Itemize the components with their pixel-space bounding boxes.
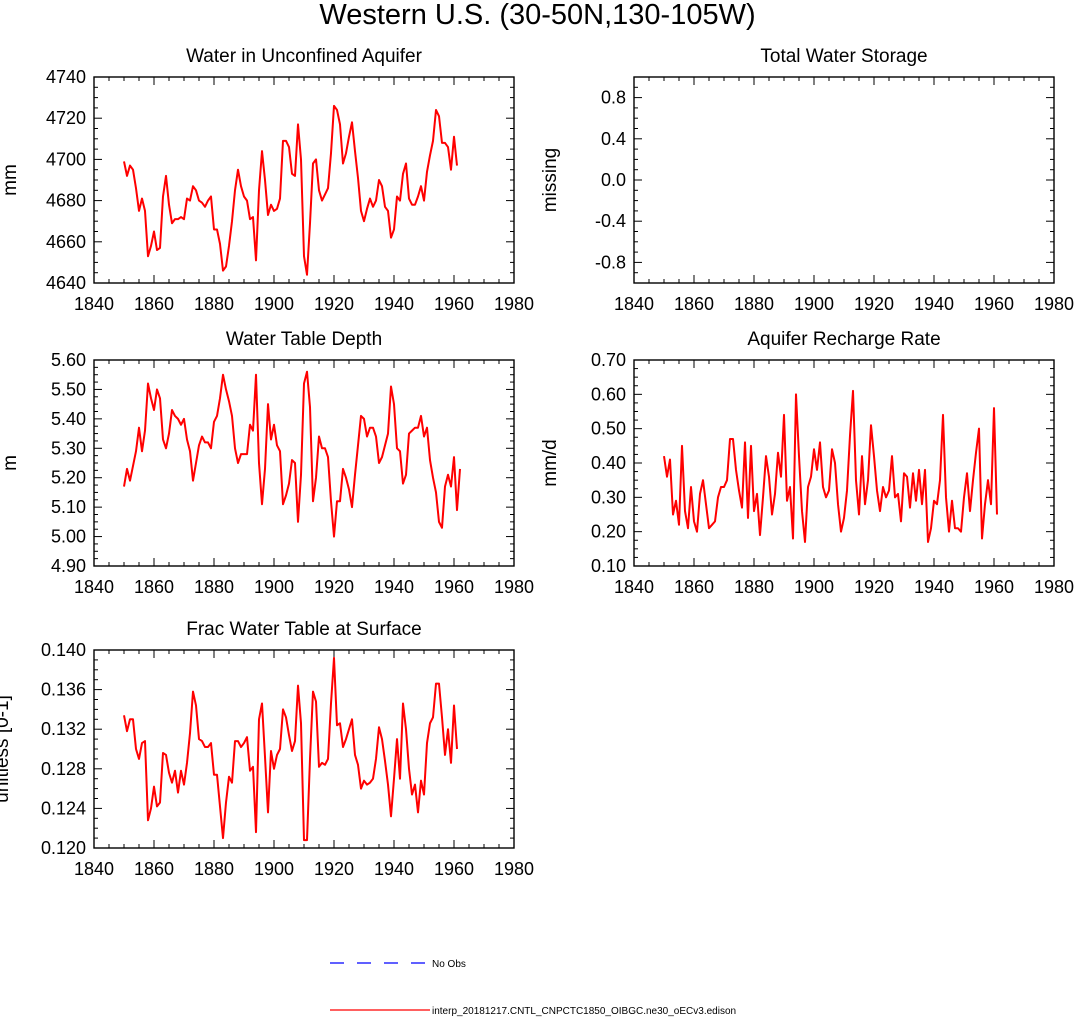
x-tick-label: 1880: [734, 577, 774, 597]
y-tick-label: 4660: [46, 232, 86, 252]
x-tick-label: 1920: [314, 577, 354, 597]
x-tick-label: 1840: [74, 577, 114, 597]
y-tick-label: 4680: [46, 191, 86, 211]
x-tick-label: 1980: [1034, 294, 1074, 314]
series-line: [663, 389, 998, 543]
x-tick-label: 1920: [854, 294, 894, 314]
legend: No Obs interp_20181217.CNTL_CNPCTC1850_OI…: [330, 959, 736, 1017]
x-tick-label: 1860: [674, 294, 714, 314]
series-line: [123, 104, 458, 276]
panel-title: Water Table Depth: [226, 329, 382, 350]
x-tick-label: 1900: [254, 294, 294, 314]
x-tick-label: 1860: [674, 577, 714, 597]
legend-obs-label: No Obs: [432, 959, 466, 970]
x-tick-label: 1880: [734, 294, 774, 314]
x-tick-label: 1900: [254, 859, 294, 879]
y-tick-label: 4720: [46, 108, 86, 128]
y-tick-label: 5.20: [51, 468, 86, 488]
x-tick-label: 1940: [374, 859, 414, 879]
x-tick-label: 1920: [314, 859, 354, 879]
x-tick-label: 1940: [914, 294, 954, 314]
y-tick-label: 0.140: [41, 640, 86, 660]
panel-title: Frac Water Table at Surface: [186, 619, 422, 640]
x-tick-label: 1900: [794, 294, 834, 314]
y-axis-label: unitless [0-1]: [0, 695, 13, 803]
x-tick-label: 1960: [434, 859, 474, 879]
y-tick-label: 4.90: [51, 556, 86, 576]
y-tick-label: 4740: [46, 67, 86, 87]
y-axis-label: missing: [540, 148, 561, 212]
chart-panel-3: Water Table Depth 1840 1860 1880 1900 1920 194…: [0, 329, 534, 597]
y-tick-label: -0.4: [595, 211, 626, 231]
x-tick-label: 1880: [194, 577, 234, 597]
x-tick-label: 1840: [74, 859, 114, 879]
x-tick-label: 1940: [374, 294, 414, 314]
x-tick-label: 1960: [974, 577, 1014, 597]
chart-panel-5: Frac Water Table at Surface 1840 1860 1880 1…: [0, 619, 534, 879]
y-tick-label: 0.128: [41, 759, 86, 779]
y-tick-label: 4640: [46, 273, 86, 293]
series-line: [123, 370, 461, 538]
y-tick-label: 0.50: [591, 419, 626, 439]
legend-model-label: interp_20181217.CNTL_CNPCTC1850_OIBGC.ne…: [432, 1006, 736, 1017]
x-tick-label: 1900: [254, 577, 294, 597]
x-tick-label: 1860: [134, 859, 174, 879]
y-tick-label: 0.124: [41, 798, 86, 818]
x-tick-label: 1960: [434, 294, 474, 314]
x-tick-label: 1840: [614, 294, 654, 314]
x-tick-label: 1920: [854, 577, 894, 597]
x-tick-label: 1980: [1034, 577, 1074, 597]
x-tick-label: 1880: [194, 294, 234, 314]
x-tick-label: 1860: [134, 294, 174, 314]
main-title: Western U.S. (30-50N,130-105W): [319, 0, 756, 31]
x-tick-label: 1840: [74, 294, 114, 314]
x-tick-label: 1940: [374, 577, 414, 597]
y-tick-label: 0.70: [591, 350, 626, 370]
x-tick-label: 1900: [794, 577, 834, 597]
chart-panel-2: Total Water Storage 1840 1860 1880 1900 1920 1…: [540, 46, 1074, 314]
x-tick-label: 1960: [974, 294, 1014, 314]
x-tick-label: 1860: [134, 577, 174, 597]
x-tick-label: 1980: [494, 859, 534, 879]
y-tick-label: 5.40: [51, 409, 86, 429]
y-tick-label: 0.60: [591, 384, 626, 404]
panel-title: Aquifer Recharge Rate: [747, 329, 940, 350]
y-tick-label: 0.30: [591, 487, 626, 507]
y-tick-label: 0.0: [601, 170, 626, 190]
x-tick-label: 1980: [494, 294, 534, 314]
y-axis-label: m: [0, 455, 21, 471]
y-tick-label: 0.40: [591, 453, 626, 473]
plot-frame: [633, 359, 1055, 567]
y-tick-label: 0.136: [41, 680, 86, 700]
y-tick-label: 0.4: [601, 129, 626, 149]
y-tick-label: 5.60: [51, 350, 86, 370]
y-tick-label: 5.10: [51, 497, 86, 517]
y-tick-label: 0.120: [41, 838, 86, 858]
panel-title: Water in Unconfined Aquifer: [186, 46, 423, 67]
y-tick-label: 0.10: [591, 556, 626, 576]
y-tick-label: 5.00: [51, 527, 86, 547]
y-tick-label: 4700: [46, 149, 86, 169]
chart-panel-4: Aquifer Recharge Rate 1840 1860 1880 1900 192…: [540, 329, 1074, 597]
y-axis-label: mm/d: [540, 439, 561, 487]
y-axis-label: mm: [0, 164, 21, 196]
y-tick-label: -0.8: [595, 252, 626, 272]
panel-title: Total Water Storage: [760, 46, 927, 67]
plot-frame: [633, 76, 1055, 284]
y-tick-label: 0.20: [591, 522, 626, 542]
series-line: [123, 656, 458, 842]
y-tick-label: 5.30: [51, 438, 86, 458]
x-tick-label: 1980: [494, 577, 534, 597]
chart-panel-1: Water in Unconfined Aquifer 1840 1860 1880 1…: [0, 46, 534, 314]
y-tick-label: 0.132: [41, 719, 86, 739]
y-tick-label: 0.8: [601, 88, 626, 108]
x-tick-label: 1940: [914, 577, 954, 597]
x-tick-label: 1880: [194, 859, 234, 879]
x-tick-label: 1840: [614, 577, 654, 597]
x-tick-label: 1960: [434, 577, 474, 597]
x-tick-label: 1920: [314, 294, 354, 314]
y-tick-label: 5.50: [51, 379, 86, 399]
